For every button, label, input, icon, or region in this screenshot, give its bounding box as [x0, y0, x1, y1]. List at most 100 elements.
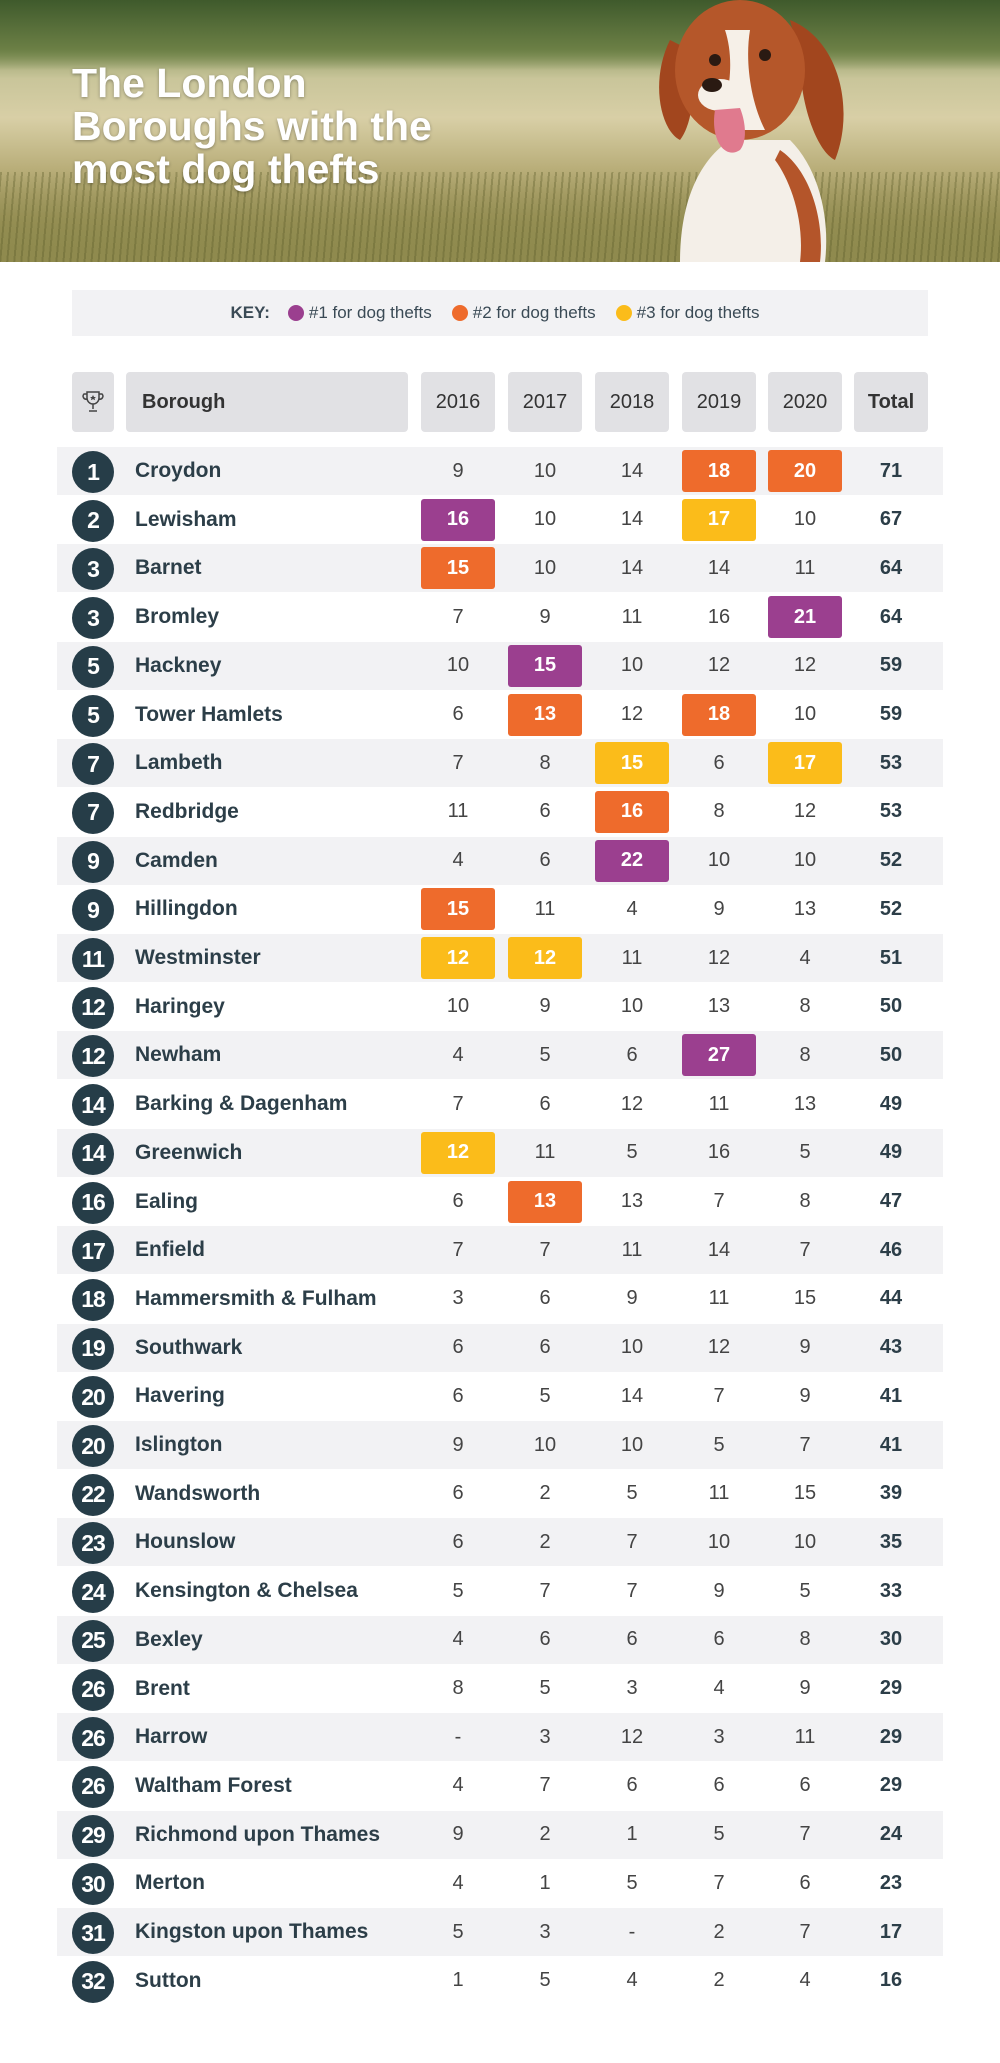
value-cell: 2 [713, 1969, 725, 1992]
year-header: 2017 [508, 372, 582, 432]
borough-name: Ealing [135, 1189, 199, 1213]
value-cell: 6 [713, 1628, 725, 1651]
value-cell: 13 [793, 897, 817, 920]
value-cell: 10 [707, 849, 731, 872]
value-cell: 9 [799, 1384, 811, 1407]
table-row: 24 Kensington & Chelsea 5 7 7 9 5 33 [57, 1567, 943, 1615]
borough-name: Redbridge [135, 799, 239, 823]
value-cell: 14 [707, 1238, 731, 1261]
rank-badge: 9 [72, 840, 114, 883]
total-cell: 71 [879, 459, 903, 482]
value-cell: 9 [452, 1823, 464, 1846]
value-cell: 7 [539, 1579, 551, 1602]
total-cell: 64 [879, 556, 903, 579]
value-cell: 4 [799, 1969, 811, 1992]
rank-badge: 12 [72, 986, 114, 1029]
legend-label: KEY: [230, 303, 270, 322]
value-cell: 7 [799, 1920, 811, 1943]
value-cell: 15 [793, 1287, 817, 1310]
table-row: 19 Southwark 6 6 10 12 9 43 [57, 1323, 943, 1372]
value-cell: 9 [713, 1579, 725, 1602]
value-cell: 3 [452, 1287, 464, 1310]
orange-dot-icon [451, 305, 468, 321]
background-trees [0, 0, 1000, 70]
highlighted-value-cell: 12 [421, 1131, 495, 1174]
borough-name: Newham [135, 1043, 222, 1067]
value-cell: 11 [708, 1287, 730, 1310]
table-row: 3 Bromley 7 9 11 16 21 64 [57, 593, 943, 641]
table-row: 26 Brent 8 5 3 4 9 29 [57, 1665, 943, 1713]
value-cell: 10 [620, 995, 644, 1018]
value-cell: 11 [794, 1725, 816, 1748]
table-row: 14 Barking & Dagenham 7 6 12 11 13 49 [57, 1080, 943, 1128]
table-row: 9 Camden 4 6 22 10 10 52 [57, 836, 943, 885]
rank-badge: 20 [72, 1425, 114, 1467]
value-cell: 10 [620, 654, 644, 677]
value-cell: 6 [539, 1092, 551, 1115]
table-row: 20 Islington 9 10 10 5 7 41 [57, 1421, 943, 1469]
table-row: 5 Tower Hamlets 6 13 12 18 10 59 [57, 691, 943, 739]
table-row: 7 Redbridge 11 6 16 8 12 53 [57, 788, 943, 836]
table-row: 1 Croydon 9 10 14 18 20 71 [57, 447, 943, 495]
value-cell: 4 [713, 1677, 725, 1699]
table-row: 5 Hackney 10 15 10 12 12 59 [57, 641, 943, 690]
value-cell: 2 [539, 1823, 551, 1846]
total-cell: 30 [879, 1628, 903, 1651]
value-cell: 13 [707, 995, 731, 1018]
value-cell: 10 [533, 556, 557, 579]
table-row: 29 Richmond upon Thames 9 2 1 5 7 24 [57, 1810, 943, 1859]
rank-badge: 9 [72, 889, 114, 932]
legend-item-3: #3 for dog thefts [615, 303, 760, 323]
value-cell: 10 [793, 703, 817, 725]
value-cell: 7 [713, 1190, 725, 1212]
value-cell: 5 [799, 1141, 811, 1164]
total-cell: 59 [879, 703, 903, 725]
total-cell: 41 [879, 1433, 903, 1456]
rank-badge: 7 [72, 791, 114, 834]
value-cell: 10 [620, 1336, 644, 1359]
rank-badge: 22 [72, 1473, 114, 1516]
value-cell: 5 [626, 1482, 638, 1505]
value-cell: 6 [626, 1043, 638, 1066]
value-cell: 7 [539, 1238, 551, 1261]
legend-item-label: #3 for dog thefts [636, 303, 760, 322]
total-cell: 52 [879, 849, 903, 872]
value-cell: 7 [799, 1433, 811, 1456]
value-cell: 9 [539, 605, 551, 628]
trophy-icon [82, 391, 104, 412]
value-cell: 10 [533, 1433, 557, 1456]
legend-item-2: #2 for dog thefts [451, 303, 596, 323]
rank-badge: 30 [72, 1863, 114, 1906]
value-cell: 16 [707, 605, 731, 628]
value-cell: 11 [708, 1482, 730, 1505]
value-cell: 10 [446, 654, 470, 677]
legend-item-label: #2 for dog thefts [472, 303, 596, 322]
value-cell: 13 [620, 1190, 644, 1212]
table-row: 26 Waltham Forest 4 7 6 6 6 29 [57, 1762, 943, 1810]
rank-badge: 16 [72, 1181, 114, 1224]
value-cell: 7 [452, 1238, 464, 1261]
value-cell: 6 [539, 849, 551, 872]
value-cell: 2 [539, 1530, 551, 1553]
value-cell: 7 [626, 1530, 638, 1553]
value-cell: 7 [452, 751, 464, 774]
value-cell: 9 [452, 459, 464, 482]
value-cell: 8 [452, 1677, 464, 1699]
value-cell: 5 [452, 1920, 464, 1943]
grass [0, 172, 1000, 262]
value-cell: 14 [620, 459, 644, 482]
total-cell: 16 [879, 1969, 903, 1992]
total-cell: 43 [879, 1336, 903, 1359]
value-cell: 11 [708, 1092, 730, 1115]
total-cell: 50 [879, 1043, 903, 1066]
table-row: 26 Harrow - 3 12 3 11 29 [57, 1713, 943, 1762]
highlighted-value-cell: 18 [682, 450, 756, 492]
value-cell: 7 [799, 1823, 811, 1846]
value-cell: 4 [626, 897, 638, 920]
borough-name: Greenwich [135, 1140, 243, 1164]
table-row: 12 Newham 4 5 6 27 8 50 [57, 1031, 943, 1080]
value-cell: 7 [799, 1238, 811, 1261]
value-cell: 7 [452, 605, 464, 628]
value-cell: 3 [539, 1920, 551, 1943]
highlighted-value-cell: 13 [508, 693, 582, 736]
